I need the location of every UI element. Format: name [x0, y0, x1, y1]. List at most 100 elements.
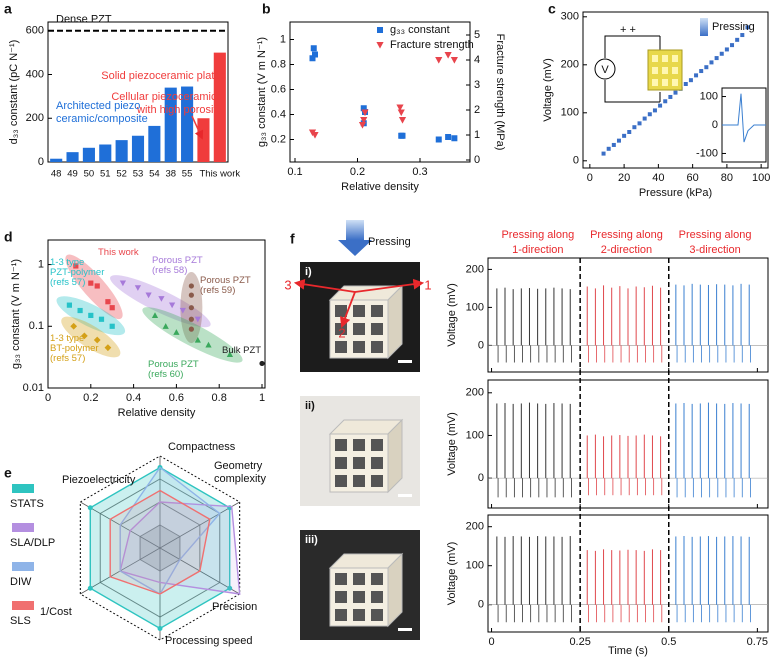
x-axis-label: Time (s)	[608, 645, 648, 657]
x-tick-label: 0	[488, 636, 494, 648]
point	[740, 33, 745, 38]
x-tick-label: 38	[165, 169, 176, 180]
y-axis-label: Voltage (mV)	[446, 283, 458, 347]
header-line: 1-direction	[512, 244, 563, 256]
point	[694, 73, 699, 78]
point	[66, 302, 73, 308]
point	[735, 37, 740, 42]
group-label-line: (refs 58)	[152, 265, 187, 276]
panel-letter: a	[4, 1, 12, 17]
cube-hole	[371, 609, 383, 621]
point	[444, 52, 452, 59]
point	[642, 116, 647, 121]
x-tick-label: 49	[67, 169, 78, 180]
point	[451, 135, 458, 142]
legend-label: g₃₃ constant	[390, 24, 450, 36]
radar-axis-label-line: Precision	[212, 601, 257, 613]
point	[397, 109, 405, 117]
y-tick-label: 2	[474, 104, 480, 116]
point	[81, 332, 88, 340]
scale-bar	[398, 494, 412, 497]
cube-hole	[652, 67, 658, 74]
y-tick-label: 400	[26, 68, 44, 80]
bar	[50, 158, 63, 162]
point	[730, 43, 735, 48]
annotation: Cellular piezoceramics with high porosity	[111, 91, 222, 116]
cube-hole	[335, 609, 347, 621]
x-axis-label: Relative density	[118, 407, 196, 419]
point	[188, 292, 194, 298]
radar-point	[227, 585, 233, 591]
point	[158, 296, 165, 302]
point	[98, 316, 105, 322]
scale-bar	[398, 360, 412, 363]
y-tick-label: 100	[700, 90, 718, 102]
point	[699, 69, 704, 74]
bar	[99, 144, 112, 162]
cube-hole	[353, 573, 365, 585]
point	[714, 56, 719, 61]
y-tick-label: 100	[466, 429, 484, 441]
direction-arrow	[293, 278, 356, 293]
x-tick-label: 55	[182, 169, 193, 180]
y-tick-label: 0.2	[271, 133, 286, 145]
annotation-line: Cellular piezoceramics	[111, 91, 222, 103]
header-line: Pressing along	[590, 229, 663, 241]
y-tick-label: 1	[474, 129, 480, 141]
annotation-line: Solid piezoceramic plates	[101, 70, 226, 82]
point	[668, 94, 673, 99]
cube-hole	[652, 79, 658, 86]
plot-frame	[47, 239, 266, 389]
point	[162, 323, 169, 329]
x-tick-label: 0.75	[747, 636, 768, 648]
cube-hole	[371, 457, 383, 469]
y-tick-label: 0	[478, 599, 484, 611]
point	[637, 121, 642, 126]
point	[361, 109, 369, 117]
y-tick-label: 0	[478, 339, 484, 351]
point	[94, 283, 100, 289]
group-label: 1-3 type PZT-polymer (refs 57)	[50, 257, 104, 288]
x-axis-label: Relative density	[341, 181, 419, 193]
point	[151, 312, 159, 319]
point	[173, 329, 180, 335]
direction-arrow	[354, 278, 425, 293]
group-label-line: Porous PZT	[200, 275, 251, 286]
y-tick-label: 300	[561, 11, 579, 23]
cube-hole	[662, 79, 668, 86]
point	[73, 263, 79, 269]
y-tick-label: 200	[466, 263, 484, 275]
x-tick-label: 0.4	[126, 392, 141, 404]
point	[311, 132, 319, 139]
y-tick-label: 0.8	[271, 58, 286, 70]
group-ellipse	[142, 307, 243, 363]
group-label-line: BT-polymer	[50, 343, 99, 354]
photo-label: i)	[305, 266, 312, 278]
cube-hole	[335, 305, 347, 317]
legend-label: STATS	[10, 498, 44, 510]
radar-point	[87, 585, 93, 591]
group-ellipse	[110, 275, 211, 328]
header-line: 2-direction	[601, 244, 652, 256]
x-tick-label: 0.1	[287, 166, 302, 178]
circuit-label: + +	[620, 24, 636, 36]
point	[435, 136, 442, 143]
point	[719, 51, 724, 56]
y-tick-label: 0.1	[29, 320, 44, 332]
legend-marker	[376, 42, 384, 49]
y-tick-label: -100	[696, 147, 718, 159]
y-tick-label: 200	[466, 387, 484, 399]
y-axis-label: Voltage (mV)	[542, 58, 554, 122]
point	[688, 78, 693, 83]
annotation-line: with high porosity	[136, 104, 222, 116]
y-tick-label: 200	[561, 59, 579, 71]
x-tick-label: 60	[687, 172, 699, 184]
x-tick-label: This work	[199, 169, 240, 180]
x-tick-label: 0	[587, 172, 593, 184]
radar-axis-label: Compactness	[168, 441, 236, 453]
x-tick-label: 50	[84, 169, 95, 180]
bar	[213, 52, 226, 162]
panel-letter: e	[4, 465, 12, 481]
cube-hole	[672, 67, 678, 74]
